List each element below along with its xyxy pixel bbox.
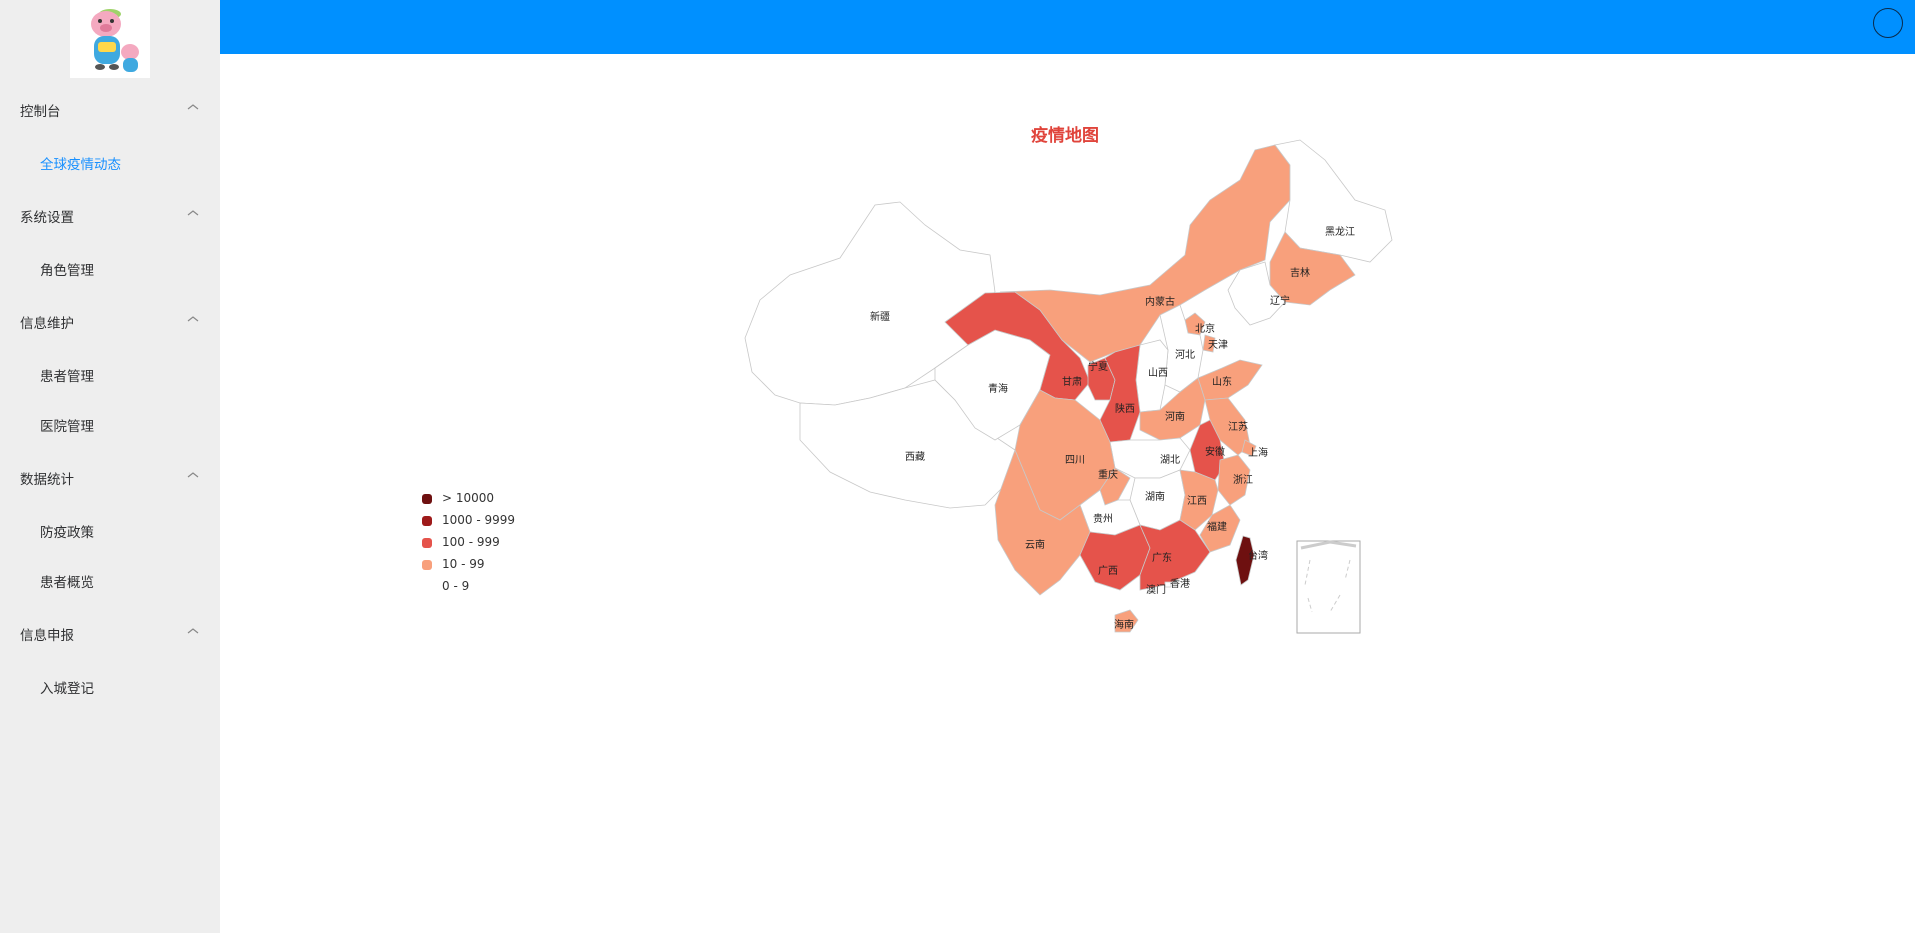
menu-item-label: 患者概览 [40, 575, 94, 591]
menu-item-hospital-management[interactable]: 医院管理 [0, 409, 220, 439]
province-label: 浙江 [1233, 474, 1253, 486]
menu-item-label: 防疫政策 [40, 525, 94, 541]
province-region[interactable] [994, 448, 1091, 596]
legend-label: 10 - 99 [442, 557, 485, 571]
menu-item-prevention-policy[interactable]: 防疫政策 [0, 515, 220, 545]
province-region[interactable] [1139, 377, 1206, 441]
province-region[interactable] [1235, 535, 1255, 586]
province-region[interactable] [1114, 609, 1139, 633]
menu-group-label: 系统设置 [20, 210, 74, 226]
chevron-up-icon [187, 472, 199, 478]
legend-swatch [422, 538, 432, 548]
province-region[interactable] [1164, 581, 1172, 588]
province-label: 安徽 [1205, 445, 1225, 458]
menu-item-global-epidemic[interactable]: 全球疫情动态 [0, 147, 220, 177]
menu-item-city-entry-registration[interactable]: 入城登记 [0, 671, 220, 701]
menu-item-label: 患者管理 [40, 369, 94, 385]
province-label: 吉林 [1290, 266, 1310, 279]
province-label: 台湾 [1248, 549, 1268, 562]
province-label: 西藏 [905, 451, 925, 463]
province-label: 澳门 [1146, 583, 1166, 596]
legend-swatch [422, 516, 432, 526]
province-label: 云南 [1025, 538, 1045, 551]
province-label: 海南 [1114, 618, 1134, 631]
menu-item-label: 全球疫情动态 [40, 157, 121, 173]
province-label: 甘肃 [1062, 375, 1082, 388]
menu-item-patient-overview[interactable]: 患者概览 [0, 565, 220, 595]
province-region[interactable] [1199, 504, 1241, 553]
chevron-up-icon [187, 104, 199, 110]
inset-dashed-line [1304, 559, 1351, 613]
province-label: 山西 [1148, 367, 1168, 379]
menu-item-label: 医院管理 [40, 419, 94, 435]
menu-group-system-settings[interactable]: 系统设置 [0, 200, 220, 230]
province-label: 北京 [1195, 322, 1215, 335]
province-label: 贵州 [1093, 512, 1113, 525]
province-label: 山东 [1212, 375, 1232, 388]
menu-item-label: 角色管理 [40, 263, 94, 279]
province-label: 江西 [1187, 495, 1207, 507]
province-label: 河北 [1175, 349, 1195, 361]
menu-group-declaration[interactable]: 信息申报 [0, 618, 220, 648]
province-label: 上海 [1248, 446, 1268, 459]
south-china-sea-inset-box [1296, 540, 1361, 634]
sidebar: 控制台 全球疫情动态 系统设置 角色管理 信息维护 患者管理 医院管理 数据统计… [0, 0, 220, 933]
province-label: 福建 [1207, 520, 1227, 533]
province-label: 陕西 [1115, 402, 1135, 415]
province-label: 青海 [988, 382, 1008, 395]
province-region[interactable] [1274, 139, 1393, 263]
province-region[interactable] [1202, 334, 1216, 353]
chevron-up-icon [187, 628, 199, 634]
menu-group-info-maintenance[interactable]: 信息维护 [0, 306, 220, 336]
legend-label: > 10000 [442, 491, 495, 505]
map-title: 疫情地图 [1031, 126, 1099, 146]
menu-group-label: 数据统计 [20, 472, 74, 488]
menu-group-statistics[interactable]: 数据统计 [0, 462, 220, 492]
user-avatar-circle-icon[interactable] [1873, 8, 1903, 38]
menu-group-console[interactable]: 控制台 [0, 94, 220, 124]
province-region[interactable] [1227, 261, 1286, 326]
inset-border-line [1300, 540, 1357, 550]
province-region[interactable] [999, 144, 1291, 363]
pig-mascot-icon [91, 9, 139, 72]
chevron-up-icon [187, 316, 199, 322]
chevron-up-icon [187, 210, 199, 216]
province-region[interactable] [1241, 439, 1257, 457]
province-label: 香港 [1170, 578, 1190, 590]
app-logo [70, 0, 150, 78]
top-header-bar [220, 0, 1915, 54]
province-label: 内蒙古 [1145, 295, 1175, 308]
menu-item-role-management[interactable]: 角色管理 [0, 253, 220, 283]
province-region[interactable] [1139, 519, 1211, 591]
province-label: 广西 [1098, 565, 1118, 577]
province-label: 辽宁 [1270, 294, 1290, 307]
legend-label: 1000 - 9999 [442, 513, 516, 527]
province-region[interactable] [1109, 437, 1191, 479]
province-label: 宁夏 [1088, 360, 1108, 373]
legend-label: 0 - 9 [442, 579, 470, 593]
legend-swatch [422, 494, 432, 504]
menu-group-label: 信息申报 [20, 628, 74, 644]
province-region[interactable] [1079, 524, 1151, 591]
legend-label: 100 - 999 [442, 535, 500, 549]
legend-swatch [422, 582, 432, 592]
legend-swatch [422, 560, 432, 570]
province-label: 四川 [1065, 455, 1085, 466]
province-label: 湖北 [1160, 454, 1180, 466]
province-region[interactable] [1269, 231, 1356, 306]
province-label: 重庆 [1098, 468, 1118, 481]
menu-group-label: 控制台 [20, 104, 61, 120]
menu-item-patient-management[interactable]: 患者管理 [0, 359, 220, 389]
menu-group-label: 信息维护 [20, 316, 74, 332]
menu-item-label: 入城登记 [40, 681, 94, 697]
province-region[interactable] [1147, 587, 1154, 594]
province-label: 江苏 [1228, 420, 1248, 433]
province-label: 新疆 [870, 310, 890, 323]
province-label: 广东 [1152, 551, 1172, 564]
province-label: 黑龙江 [1325, 225, 1355, 238]
province-label: 湖南 [1145, 490, 1165, 503]
province-label: 天津 [1208, 339, 1228, 351]
province-label: 河南 [1165, 410, 1185, 423]
